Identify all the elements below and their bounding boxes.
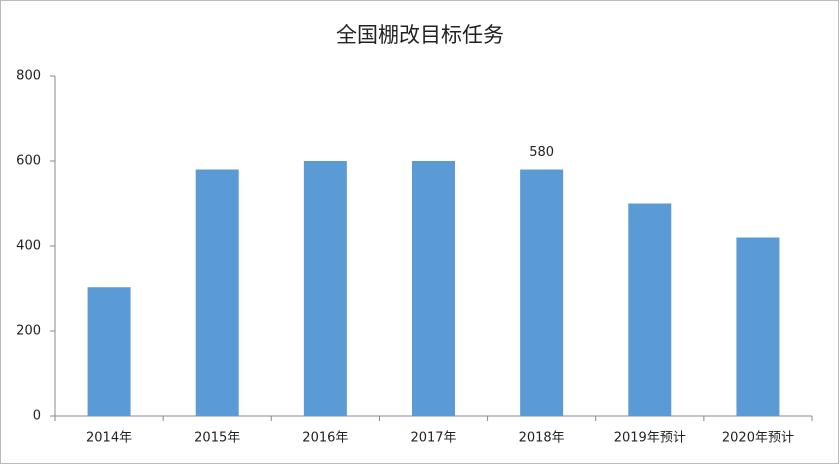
x-tick-label: 2020年预计: [722, 431, 794, 446]
bar: [303, 161, 347, 416]
x-tick-label: 2016年: [302, 431, 348, 446]
data-label: 580: [529, 145, 554, 160]
bar: [412, 161, 455, 416]
x-tick-label: 2018年: [519, 431, 565, 446]
bar: [520, 169, 564, 416]
y-tick-label: 200: [16, 324, 41, 339]
bar: [736, 237, 780, 416]
y-tick-label: 400: [16, 239, 41, 254]
chart-title: 全国棚改目标任务: [336, 23, 504, 47]
bar: [87, 287, 131, 416]
bar: [195, 169, 239, 416]
x-tick-label: 2017年: [410, 431, 456, 446]
bar: [628, 203, 672, 416]
x-tick-label: 2015年: [194, 431, 240, 446]
x-tick-label: 2014年: [86, 431, 132, 446]
y-tick-label: 800: [16, 69, 41, 84]
y-tick-label: 600: [16, 154, 41, 169]
y-tick-label: 0: [33, 409, 41, 424]
x-tick-label: 2019年预计: [614, 431, 686, 446]
